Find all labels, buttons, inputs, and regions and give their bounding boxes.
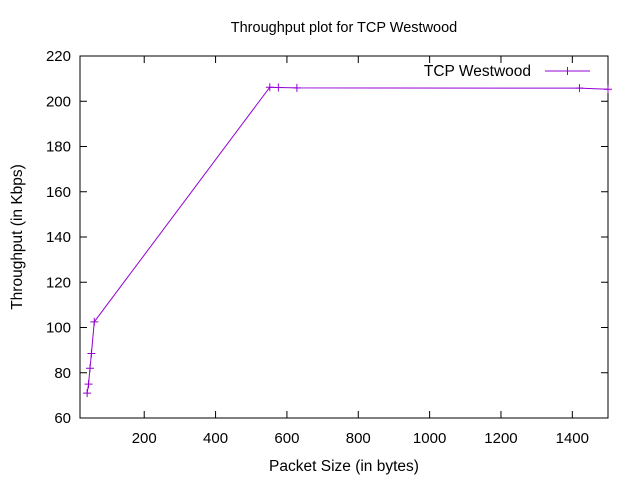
data-point [274, 83, 283, 92]
x-tick-label: 1400 [556, 430, 589, 447]
y-tick-label: 80 [54, 365, 71, 382]
chart-title: Throughput plot for TCP Westwood [231, 20, 458, 36]
y-tick-label: 120 [46, 274, 71, 291]
legend-label: TCP Westwood [424, 63, 531, 80]
x-tick-label: 200 [132, 430, 157, 447]
y-tick-label: 160 [46, 184, 71, 201]
data-point [265, 83, 274, 92]
x-axis-label: Packet Size (in bytes) [269, 458, 419, 475]
y-axis-label: Throughput (in Kbps) [9, 164, 26, 310]
y-tick-label: 140 [46, 229, 71, 246]
x-tick-label: 400 [203, 430, 228, 447]
y-tick-label: 220 [46, 48, 71, 65]
y-tick-label: 60 [54, 410, 71, 427]
x-tick-label: 800 [346, 430, 371, 447]
data-point [85, 364, 94, 373]
plot-area [83, 83, 612, 398]
plot-frame [79, 55, 609, 419]
legend-marker [563, 67, 572, 75]
legend: TCP Westwood [424, 63, 590, 80]
data-point [604, 85, 612, 94]
data-point [575, 84, 584, 93]
x-tick-label: 1000 [413, 430, 446, 447]
axis-ticks: 60 80 100 120 140 160 180 200 220 200 400 600 800 100… [46, 48, 608, 447]
data-point [87, 349, 96, 358]
x-tick-label: 600 [274, 430, 299, 447]
data-point [83, 389, 92, 398]
y-tick-label: 100 [46, 320, 71, 337]
x-tick-label: 1200 [484, 430, 517, 447]
y-tick-label: 180 [46, 139, 71, 156]
series-line [86, 86, 609, 394]
data-point [292, 83, 301, 92]
y-tick-label: 200 [46, 93, 71, 110]
data-point [90, 317, 99, 326]
data-point [84, 380, 93, 389]
